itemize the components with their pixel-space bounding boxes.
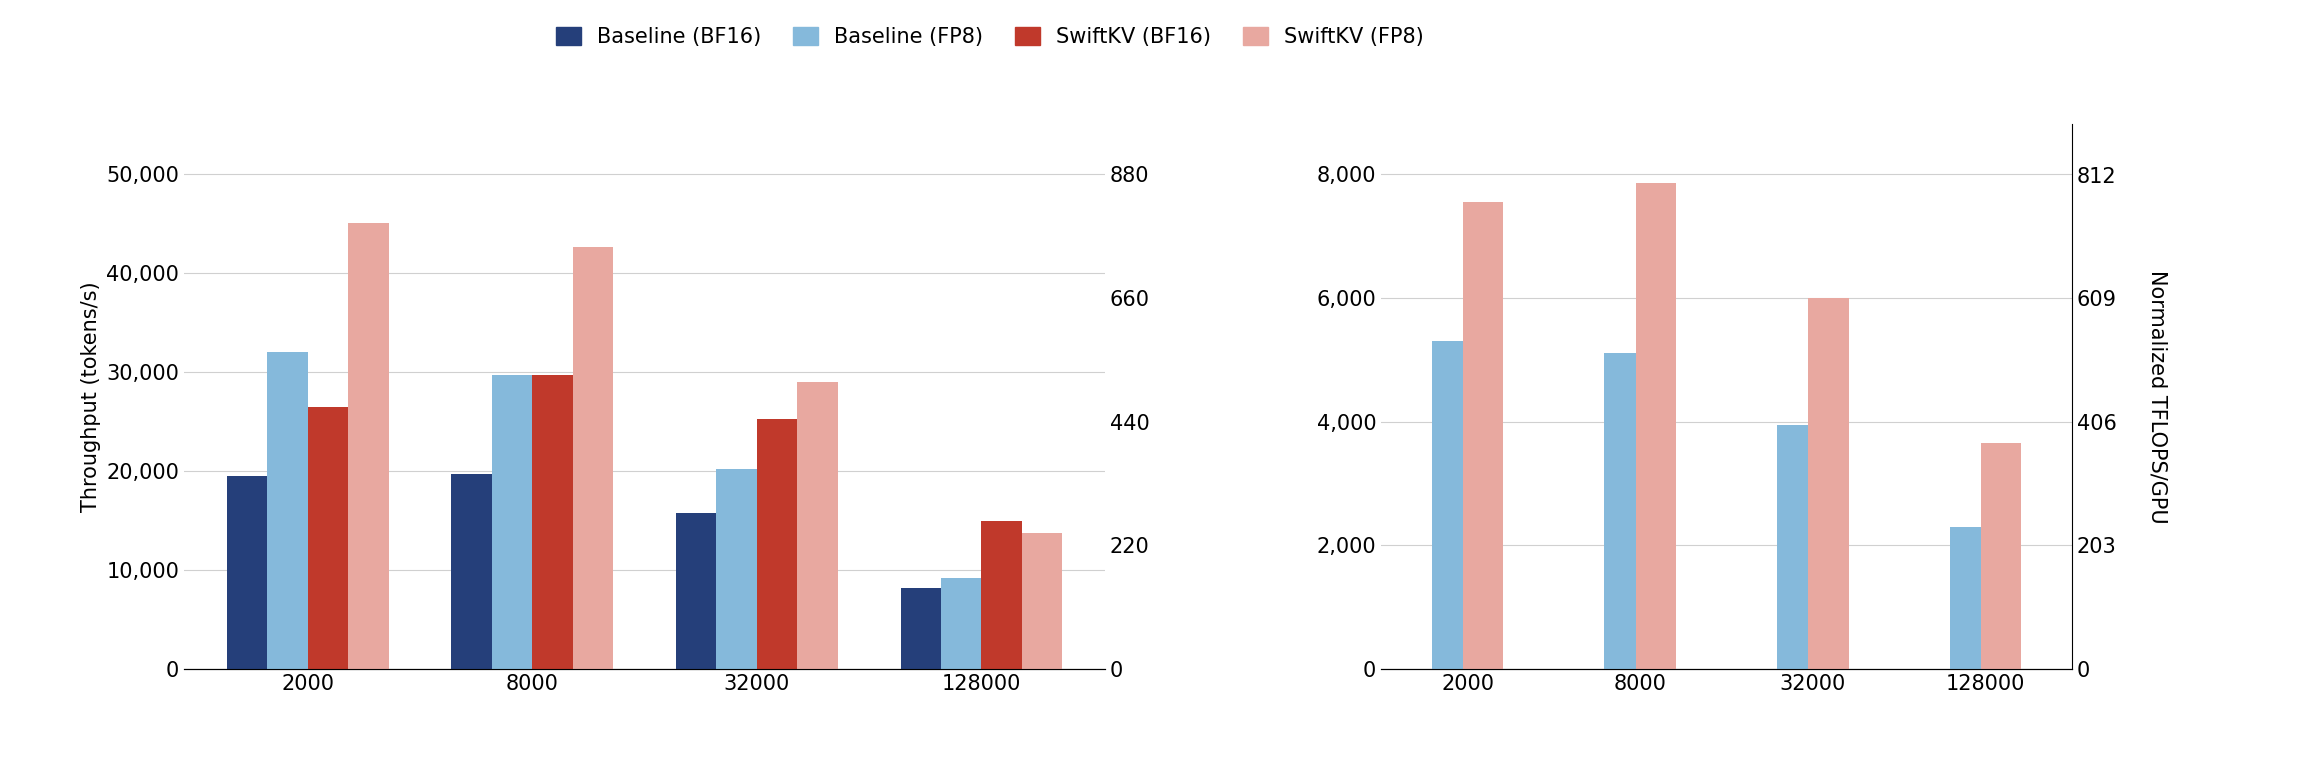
Bar	[1807, 298, 1849, 669]
Bar	[981, 520, 1022, 669]
Bar	[1777, 425, 1819, 669]
Bar	[757, 419, 796, 669]
Bar	[1604, 353, 1646, 669]
Bar	[677, 513, 716, 669]
Legend: Baseline (BF16), Baseline (FP8), SwiftKV (BF16), SwiftKV (FP8): Baseline (BF16), Baseline (FP8), SwiftKV…	[548, 18, 1432, 55]
Bar	[1022, 534, 1061, 669]
Bar	[1462, 202, 1503, 669]
Bar	[573, 247, 612, 669]
Bar	[1634, 184, 1676, 669]
Y-axis label: Throughput (tokens/s): Throughput (tokens/s)	[81, 282, 101, 512]
Bar	[900, 588, 942, 669]
Bar	[532, 375, 573, 669]
Bar	[1950, 527, 1991, 669]
Bar	[228, 476, 267, 669]
Bar	[1432, 341, 1473, 669]
Bar	[267, 352, 308, 669]
Bar	[493, 375, 532, 669]
Bar	[451, 474, 493, 669]
Bar	[796, 382, 838, 669]
Bar	[348, 223, 389, 669]
Bar	[1980, 443, 2021, 669]
Bar	[716, 469, 757, 669]
Bar	[942, 578, 981, 669]
Bar	[308, 407, 348, 669]
Y-axis label: Normalized TFLOPS/GPU: Normalized TFLOPS/GPU	[2148, 270, 2166, 524]
